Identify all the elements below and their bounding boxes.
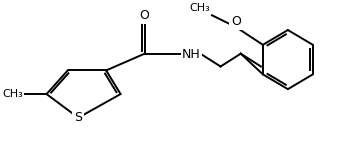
Text: NH: NH: [182, 48, 201, 61]
Text: CH₃: CH₃: [3, 89, 24, 99]
Text: S: S: [74, 111, 82, 124]
Text: O: O: [140, 9, 150, 22]
Text: CH₃: CH₃: [189, 3, 210, 13]
Text: O: O: [231, 15, 241, 28]
